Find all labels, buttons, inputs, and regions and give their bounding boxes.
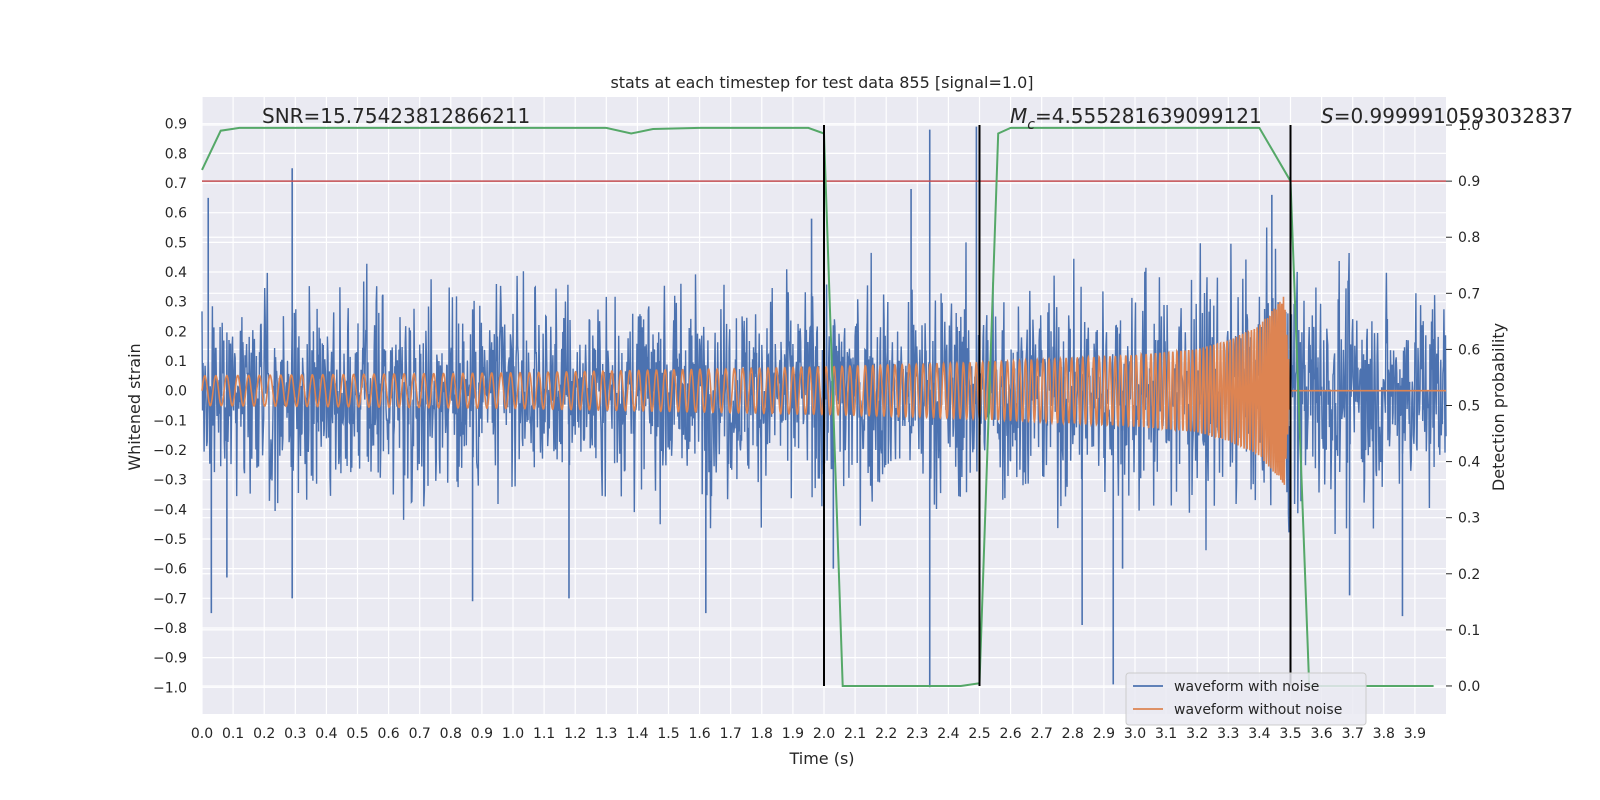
vertical-markers xyxy=(823,125,1292,686)
x-tick-label: 2.0 xyxy=(813,726,835,742)
y2-tick-label: 0.1 xyxy=(1458,623,1480,639)
x-tick-label: 2.5 xyxy=(968,726,990,742)
y2-tick-label: 0.9 xyxy=(1458,174,1480,190)
y-tick-label: 0.1 xyxy=(165,354,187,370)
y-tick-label: −0.8 xyxy=(153,621,187,637)
y-tick-label: 0.3 xyxy=(165,295,187,311)
x-tick-label: 2.2 xyxy=(875,726,897,742)
x-tick-label: 2.8 xyxy=(1062,726,1084,742)
y-tick-label: 0.9 xyxy=(165,117,187,133)
y-tick-label: −0.5 xyxy=(153,532,187,548)
x-tick-label: 0.2 xyxy=(253,726,275,742)
x-tick-label: 0.6 xyxy=(377,726,399,742)
y2-tick-label: 0.3 xyxy=(1458,511,1480,527)
y2-tick-label: 0.4 xyxy=(1458,455,1480,471)
x-tick-label: 0.3 xyxy=(284,726,306,742)
x-tick-label: 0.0 xyxy=(191,726,213,742)
y2-tick-label: 0.0 xyxy=(1458,679,1480,695)
probability-series xyxy=(201,126,1434,687)
y-tick-label: 0.7 xyxy=(165,176,187,192)
x-tick-label: 3.2 xyxy=(1186,726,1208,742)
y2-tick-label: 0.2 xyxy=(1458,567,1480,583)
chirp-mass-subscript: c xyxy=(1027,117,1035,133)
y-tick-label: 0.8 xyxy=(165,146,187,162)
x-tick-label: 1.0 xyxy=(502,726,524,742)
x-tick-label: 0.8 xyxy=(440,726,462,742)
legend-box xyxy=(1125,672,1367,726)
y-tick-label: −0.2 xyxy=(153,443,187,459)
x-tick-label: 1.8 xyxy=(751,726,773,742)
plot-area xyxy=(201,97,1447,714)
x-tick-label: 3.0 xyxy=(1124,726,1146,742)
x-tick-labels: 0.0 0.1 0.2 0.3 0.4 0.5 0.6 0.7 0.8 0.9 1.0 1.1 1.2 1… xyxy=(191,726,1426,742)
x-tick-label: 1.7 xyxy=(720,726,742,742)
y-tick-label: −0.3 xyxy=(153,473,187,489)
chirp-mass-symbol: M xyxy=(1010,104,1027,128)
chirp-mass-value: =4.555281639099121 xyxy=(1035,104,1262,128)
x-tick-label: 3.5 xyxy=(1279,726,1301,742)
y-tick-label: 0.0 xyxy=(165,384,187,400)
x-tick-label: 1.3 xyxy=(595,726,617,742)
y2-tick-label: 0.5 xyxy=(1458,399,1480,415)
x-tick-label: 1.4 xyxy=(626,726,648,742)
x-tick-label: 0.9 xyxy=(471,726,493,742)
detection-probability-line xyxy=(201,126,1434,687)
y-axis-label: Whitened strain xyxy=(125,343,144,470)
x-tick-label: 3.8 xyxy=(1373,726,1395,742)
x-tick-label: 1.2 xyxy=(564,726,586,742)
x-tick-label: 1.5 xyxy=(657,726,679,742)
x-tick-label: 3.4 xyxy=(1248,726,1270,742)
s-value: =0.9999910593032837 xyxy=(1334,104,1573,128)
legend-label-clean: waveform without noise xyxy=(1174,702,1342,718)
s-symbol: S xyxy=(1321,104,1334,128)
chirp-mass-annotation: Mc=4.555281639099121 xyxy=(1010,104,1262,133)
y-tick-label: −0.9 xyxy=(153,651,187,667)
y-tick-label: −0.7 xyxy=(153,591,187,607)
legend-label-noise: waveform with noise xyxy=(1174,679,1319,695)
x-tick-label: 3.9 xyxy=(1404,726,1426,742)
y2-tick-labels: 1.0 0.9 0.8 0.7 0.6 0.5 0.4 0.3 0.2 0.1 0.0 xyxy=(1446,118,1480,695)
y-tick-label: −0.1 xyxy=(153,413,187,429)
y2-tick-label: 0.6 xyxy=(1458,342,1480,358)
x-tick-label: 1.1 xyxy=(533,726,555,742)
x-tick-label: 2.3 xyxy=(906,726,928,742)
legend: waveform with noise waveform without noi… xyxy=(1125,672,1367,726)
y2-tick-label: 0.8 xyxy=(1458,230,1480,246)
x-tick-label: 0.1 xyxy=(222,726,244,742)
x-tick-label: 3.6 xyxy=(1310,726,1332,742)
x-tick-label: 0.7 xyxy=(409,726,431,742)
x-tick-label: 0.4 xyxy=(315,726,337,742)
x-tick-label: 3.7 xyxy=(1342,726,1364,742)
snr-annotation: SNR=15.75423812866211 xyxy=(262,104,530,128)
x-tick-label: 2.9 xyxy=(1093,726,1115,742)
x-tick-label: 2.7 xyxy=(1031,726,1053,742)
y-tick-label: 0.5 xyxy=(165,235,187,251)
x-tick-label: 3.1 xyxy=(1155,726,1177,742)
y-tick-label: −0.4 xyxy=(153,502,187,518)
x-tick-label: 2.4 xyxy=(937,726,959,742)
x-tick-label: 2.1 xyxy=(844,726,866,742)
s-annotation: S=0.9999910593032837 xyxy=(1321,104,1573,128)
chart-title: stats at each timestep for test data 855… xyxy=(610,73,1033,92)
y2-tick-label: 1.0 xyxy=(1458,118,1480,134)
y-tick-label: 0.4 xyxy=(165,265,187,281)
y-tick-label: −1.0 xyxy=(153,680,187,696)
x-tick-label: 1.6 xyxy=(688,726,710,742)
x-tick-label: 2.6 xyxy=(999,726,1021,742)
x-tick-label: 1.9 xyxy=(782,726,804,742)
y-tick-label: 0.2 xyxy=(165,324,187,340)
y-tick-label: −0.6 xyxy=(153,562,187,578)
x-axis-label: Time (s) xyxy=(788,749,854,768)
x-tick-label: 3.3 xyxy=(1217,726,1239,742)
y-tick-label: 0.6 xyxy=(165,206,187,222)
y-tick-labels: 0.9 0.8 0.7 0.6 0.5 0.4 0.3 0.2 0.1 0.0 −0.1 −0.2 −0… xyxy=(153,117,187,697)
x-tick-label: 0.5 xyxy=(346,726,368,742)
y2-axis-label: Detection probability xyxy=(1489,323,1508,491)
y2-tick-label: 0.7 xyxy=(1458,286,1480,302)
